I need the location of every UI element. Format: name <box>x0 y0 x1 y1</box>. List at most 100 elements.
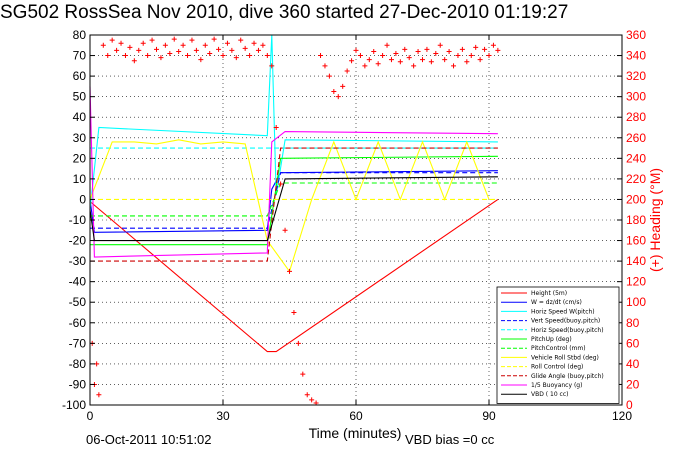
y2-axis-label: (+) Heading (°M) <box>647 168 663 272</box>
heading-point <box>490 42 496 48</box>
heading-point <box>371 48 377 54</box>
heading-point <box>486 53 492 59</box>
legend-entry: Height (5m) <box>531 290 567 297</box>
heading-point <box>233 55 239 61</box>
heading-point <box>406 55 412 61</box>
heading-point <box>353 47 359 53</box>
heading-point <box>291 310 297 315</box>
heading-point <box>482 46 488 52</box>
legend-entry: VBD ( 10 cc) <box>531 391 568 398</box>
y-tick-label: -60 <box>69 316 87 330</box>
y2-tick-label: 280 <box>626 110 646 124</box>
heading-point <box>459 46 465 52</box>
x-tick-label: 30 <box>216 409 230 423</box>
y2-tick-label: 20 <box>626 377 640 391</box>
heading-point <box>189 37 195 43</box>
y2-tick-label: 300 <box>626 90 646 104</box>
y2-tick-label: 140 <box>626 254 646 268</box>
y-tick-label: -90 <box>69 377 87 391</box>
y-tick-label: -10 <box>69 213 87 227</box>
y-tick-label: -80 <box>69 357 87 371</box>
heading-point <box>415 48 421 54</box>
y-tick-label: 10 <box>73 172 87 186</box>
heading-point <box>424 46 430 52</box>
heading-point <box>464 59 470 65</box>
heading-point <box>375 61 381 67</box>
x-axis-ticks: 0 30 60 90 120 <box>87 35 632 423</box>
y2-tick-label: 100 <box>626 295 646 309</box>
y2-tick-label: 220 <box>626 172 646 186</box>
heading-point <box>433 51 439 56</box>
legend-entry: Glide Angle (buoy,pitch) <box>531 373 604 380</box>
y-tick-label: -50 <box>69 295 87 309</box>
heading-point <box>349 58 355 64</box>
heading-point <box>322 63 328 69</box>
heading-point <box>318 53 324 59</box>
heading-point <box>468 53 474 59</box>
heading-point <box>442 57 448 63</box>
heading-point <box>331 89 337 95</box>
heading-point <box>269 63 275 69</box>
x-tick-label: 90 <box>482 409 496 423</box>
heading-point <box>109 37 115 43</box>
heading-point <box>251 40 257 46</box>
legend-entry: PitchUp (deg) <box>531 336 572 343</box>
heading-point <box>446 48 452 54</box>
heading-point <box>247 53 253 59</box>
series-line-0 <box>89 198 499 353</box>
y2-tick-label: 240 <box>626 151 646 165</box>
heading-point <box>473 44 479 50</box>
heading-point <box>224 40 230 46</box>
y2-tick-label: 180 <box>626 213 646 227</box>
x-tick-label: 0 <box>87 409 94 423</box>
heading-point <box>397 59 403 65</box>
heading-point <box>309 397 315 403</box>
y-tick-label: -40 <box>69 275 87 289</box>
y2-tick-label: 40 <box>626 357 640 371</box>
y-tick-label: 40 <box>73 110 87 124</box>
heading-point <box>282 227 288 233</box>
series-line-11 <box>89 176 498 242</box>
y2-tick-label: 160 <box>626 234 646 248</box>
y2-tick-label: 120 <box>626 275 646 289</box>
y2-tick-label: 340 <box>626 49 646 63</box>
heading-point <box>180 42 186 48</box>
heading-point <box>211 36 217 42</box>
x-axis-label: Time (minutes) <box>309 425 402 441</box>
heading-point <box>455 53 461 59</box>
heading-points <box>89 36 501 406</box>
heading-point <box>171 36 177 42</box>
y-tick-label: 20 <box>73 151 87 165</box>
heading-point <box>344 68 350 74</box>
y2-tick-label: 0 <box>626 398 633 412</box>
y-tick-label: 0 <box>79 192 86 206</box>
x-tick-label: 120 <box>612 409 632 423</box>
heading-point <box>287 268 292 274</box>
x-tick-label: 60 <box>349 409 363 423</box>
y-axis-ticks: -100-90-80-70-60-50-40-30-20-10010203040… <box>62 28 95 412</box>
y-tick-label: -100 <box>62 398 86 412</box>
heading-point <box>131 58 137 64</box>
series-line-6 <box>90 182 498 217</box>
heading-point <box>100 42 106 48</box>
heading-point <box>428 59 434 65</box>
y-tick-label: -30 <box>69 254 87 268</box>
heading-point <box>149 37 155 43</box>
heading-point <box>202 42 208 48</box>
page-title: SG502 RossSea Nov 2010, dive 360 started… <box>0 2 569 23</box>
heading-point <box>340 83 346 89</box>
heading-point <box>162 42 168 48</box>
heading-point <box>220 53 226 59</box>
heading-point <box>127 44 133 50</box>
heading-point <box>122 53 128 59</box>
heading-point <box>96 392 102 398</box>
heading-point <box>335 94 341 100</box>
legend-entry: PitchControl (mm) <box>531 345 586 352</box>
series-line-5 <box>90 155 498 246</box>
heading-point <box>495 47 501 53</box>
y2-tick-label: 320 <box>626 69 646 83</box>
y2-tick-label: 80 <box>626 316 640 330</box>
y-tick-label: 70 <box>73 49 87 63</box>
heading-point <box>140 40 146 46</box>
